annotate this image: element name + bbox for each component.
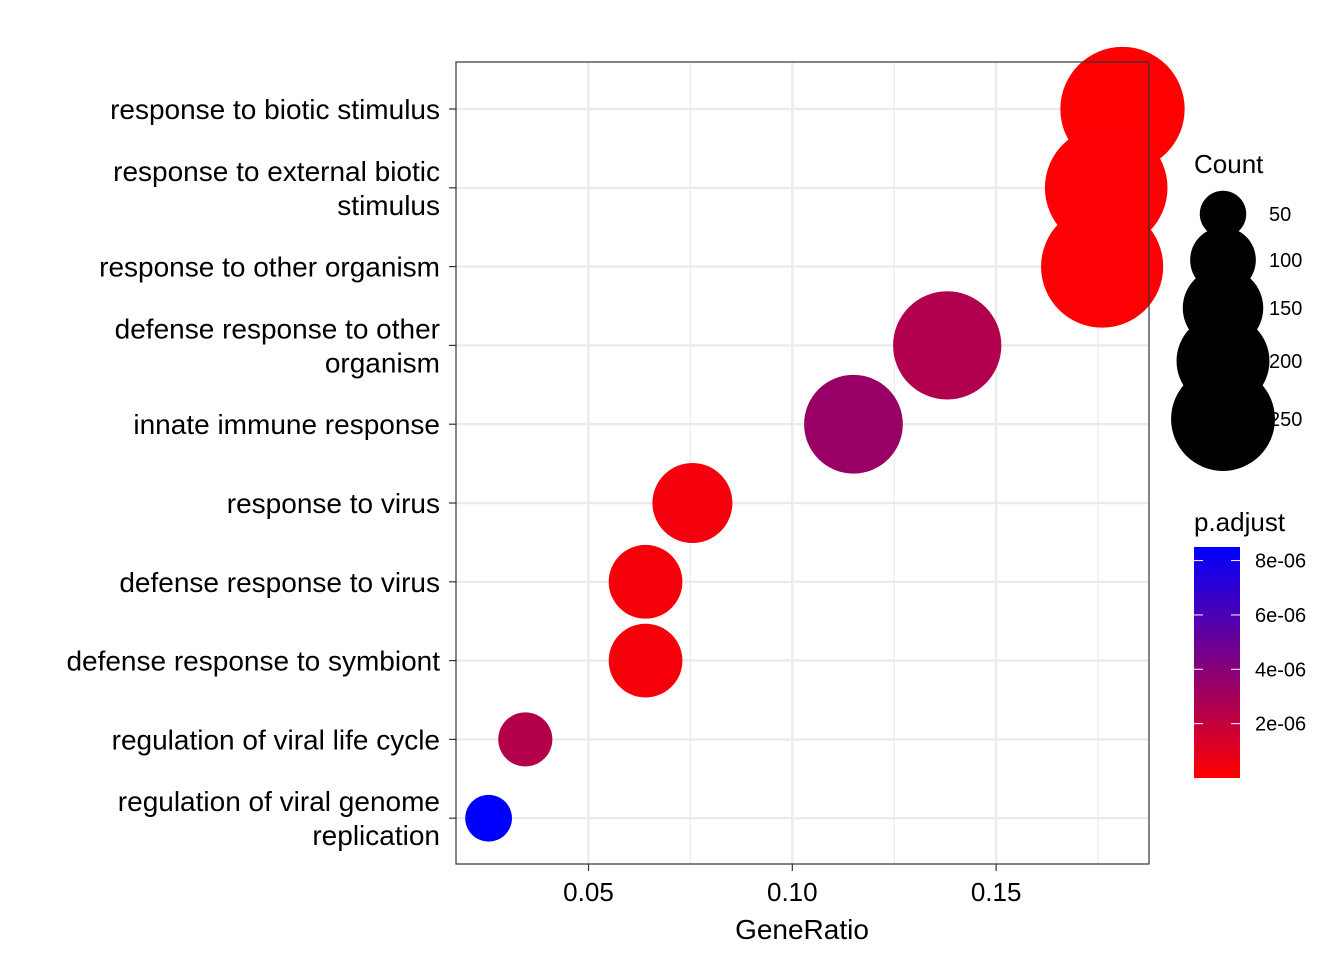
y-tick-label: response to biotic stimulus	[110, 94, 440, 125]
x-tick-label: 0.05	[563, 877, 614, 907]
colorbar-label: 6e-06	[1255, 605, 1306, 627]
data-point	[652, 463, 733, 543]
grid-lines	[456, 62, 1149, 864]
y-tick-label-line: organism	[325, 347, 440, 378]
data-point	[1041, 205, 1164, 328]
count-legend-label: 150	[1269, 298, 1302, 320]
y-tick-label-line: replication	[312, 820, 440, 851]
y-tick-label: response to external biotic stimulus	[113, 156, 440, 221]
data-point	[608, 544, 683, 619]
y-tick-label-line: defense response to symbiont	[66, 646, 440, 677]
y-tick-label-line: defense response to virus	[119, 567, 440, 598]
y-tick-label-line: response to external biotic	[113, 156, 440, 187]
data-point	[498, 712, 553, 767]
p-adjust-legend: p.adjust 8e-06 6e-06 4e-06 2e-06	[1194, 507, 1306, 778]
count-legend-label: 100	[1269, 250, 1302, 272]
y-tick-label: response to virus	[227, 488, 440, 519]
y-tick-label-line: innate immune response	[133, 409, 440, 440]
colorbar-label: 4e-06	[1255, 659, 1306, 681]
x-tick-label: 0.10	[767, 877, 818, 907]
count-legend: Count 50 100 150 200 250	[1171, 149, 1302, 471]
y-tick-label-line: defense response to other	[115, 313, 440, 344]
colorbar-label: 2e-06	[1255, 714, 1306, 736]
y-tick-label: defense response to symbiont	[66, 646, 440, 677]
data-point	[804, 374, 903, 474]
x-axis-label: GeneRatio	[735, 914, 869, 945]
x-tick-label: 0.15	[971, 877, 1022, 907]
y-tick-label-line: response to biotic stimulus	[110, 94, 440, 125]
count-legend-key	[1171, 367, 1275, 471]
y-tick-label: innate immune response	[133, 409, 440, 440]
p-adjust-legend-title: p.adjust	[1194, 507, 1286, 537]
y-tick-label: regulation of viral life cycle	[112, 724, 440, 755]
y-tick-label-line: regulation of viral life cycle	[112, 724, 440, 755]
y-tick-label: regulation of viral genome replication	[118, 786, 440, 851]
y-tick-label: response to other organism	[99, 252, 440, 283]
data-point	[465, 794, 512, 842]
y-tick-label-line: response to other organism	[99, 252, 440, 283]
panel-border	[455, 61, 1150, 865]
p-adjust-colorbar	[1194, 547, 1240, 778]
count-legend-label: 200	[1269, 351, 1302, 373]
y-tick-label: defense response to virus	[119, 567, 440, 598]
colorbar-label: 8e-06	[1255, 551, 1306, 573]
y-tick-label: defense response to other organism	[115, 313, 440, 378]
count-legend-label: 50	[1269, 204, 1291, 226]
y-tick-label-line: stimulus	[337, 190, 440, 221]
data-point	[608, 623, 683, 698]
count-legend-title: Count	[1194, 149, 1264, 179]
data-points	[465, 46, 1185, 842]
count-legend-label: 250	[1269, 409, 1302, 431]
y-tick-label-line: response to virus	[227, 488, 440, 519]
data-point	[893, 291, 1002, 400]
y-tick-label-line: regulation of viral genome	[118, 786, 440, 817]
axes: response to biotic stimulus response to e…	[66, 94, 1021, 907]
count-legend-key	[1199, 190, 1247, 238]
